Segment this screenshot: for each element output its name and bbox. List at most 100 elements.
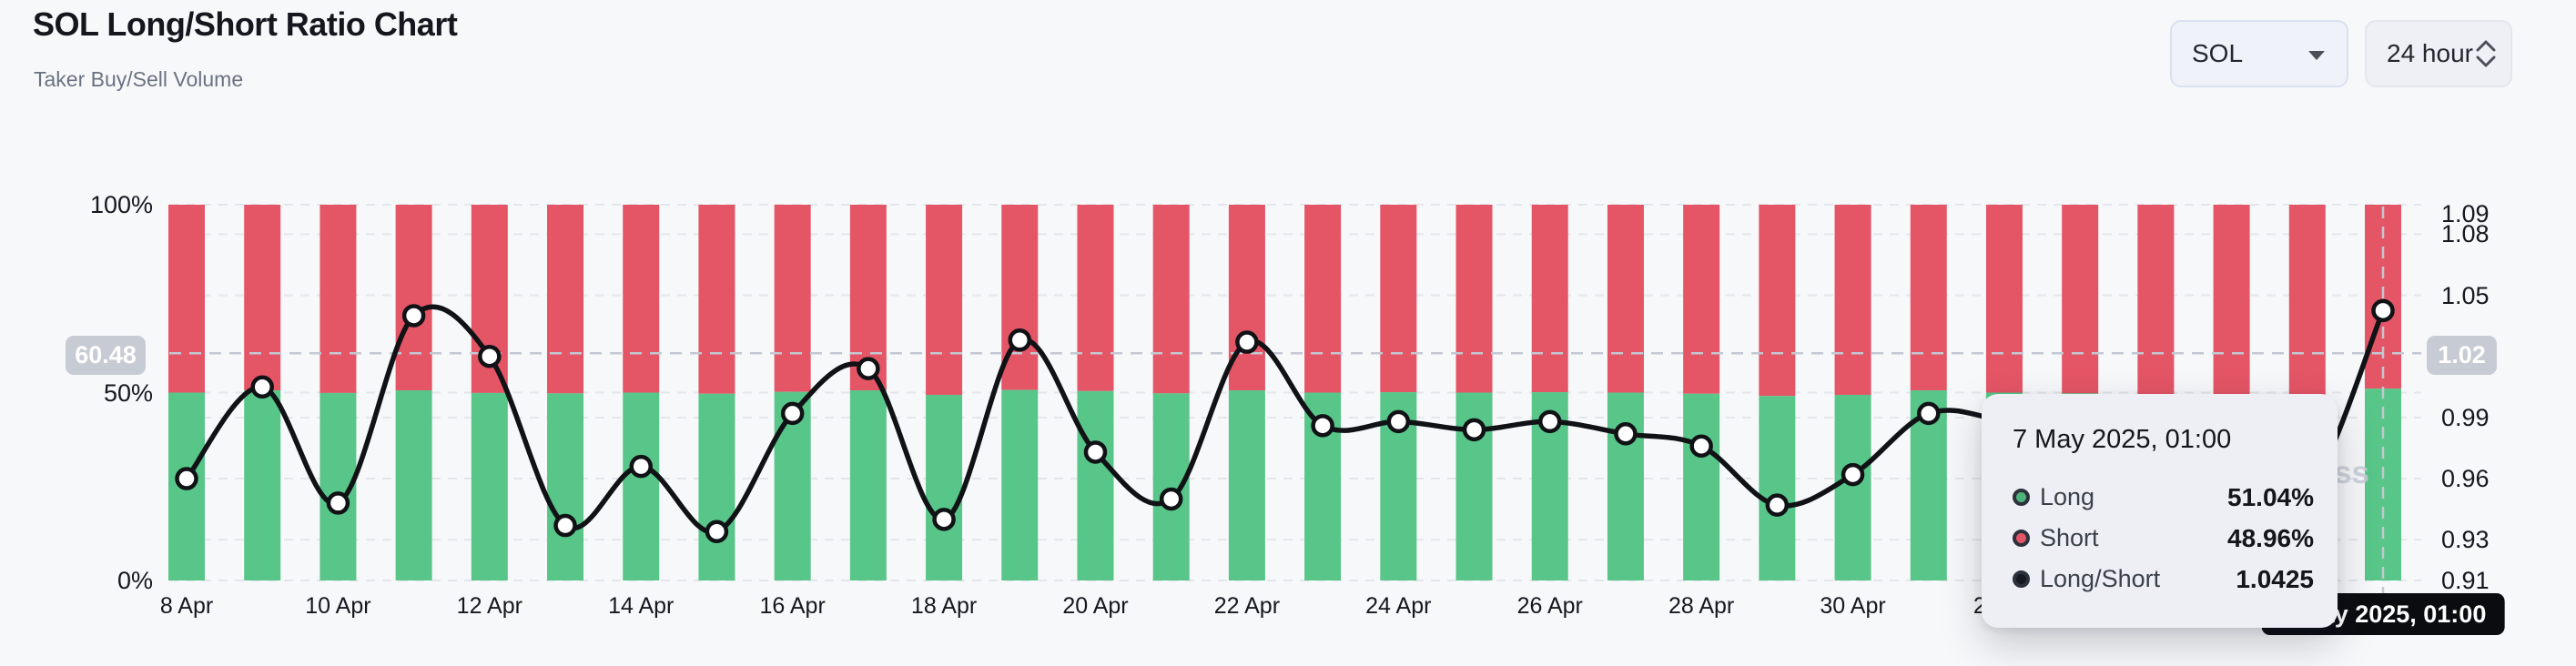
bar-long-segment: [698, 393, 735, 580]
bar-short-segment: [623, 205, 660, 393]
line-marker: [1537, 409, 1562, 434]
tooltip-row-value: 1.0425: [2236, 564, 2314, 593]
line-marker: [401, 304, 426, 328]
bar-short-segment: [1455, 205, 1493, 393]
x-axis-tick: 30 Apr: [1820, 593, 1886, 619]
line-marker: [1765, 493, 1790, 517]
bar-short-segment: [1380, 205, 1417, 393]
symbol-select-value: SOL: [2192, 39, 2244, 67]
line-marker: [780, 401, 805, 426]
symbol-select[interactable]: SOL: [2170, 20, 2348, 87]
bar-short-segment: [1910, 205, 1947, 391]
bar-short-segment: [395, 205, 432, 391]
bar-short-segment: [1683, 205, 1720, 394]
bar-short-segment: [244, 205, 281, 391]
bar-long-segment: [1228, 390, 1265, 580]
bar-short-segment: [168, 205, 205, 393]
bar-long-segment: [1152, 393, 1190, 580]
chevron-down-icon: [2307, 39, 2327, 68]
bar-short-segment: [2137, 205, 2175, 395]
tooltip-series-dot-icon: [2013, 570, 2030, 588]
y-axis-right-tick: 0.99: [2441, 403, 2490, 431]
bar-long-segment: [623, 392, 660, 580]
tooltip-row: Long/Short 1.0425: [2013, 559, 2314, 600]
y-axis-right-tick: 0.96: [2441, 465, 2490, 493]
bar-long-segment: [395, 390, 432, 580]
bar-short-segment: [2213, 205, 2250, 395]
x-axis-tick: 12 Apr: [456, 593, 522, 619]
chevron-up-down-icon: [2476, 40, 2496, 67]
x-axis-tick: 20 Apr: [1062, 593, 1129, 619]
bar-short-segment: [774, 205, 811, 392]
bar-long-segment: [471, 392, 508, 580]
x-axis-tick: 24 Apr: [1365, 593, 1432, 619]
bar-long-segment: [1607, 392, 1644, 580]
page-title: SOL Long/Short Ratio Chart: [33, 5, 458, 43]
bar-short-segment: [1607, 205, 1644, 393]
bar-short-segment: [698, 205, 735, 394]
bar-short-segment: [1304, 205, 1342, 393]
line-marker: [1311, 414, 1334, 438]
tooltip-row: Short 48.96%: [2013, 518, 2314, 559]
tooltip-row: Long 51.04%: [2013, 477, 2314, 518]
bar-short-segment: [319, 205, 357, 393]
x-axis-tick: 26 Apr: [1516, 593, 1583, 619]
x-axis-tick: 10 Apr: [305, 593, 371, 619]
line-marker: [1841, 462, 1865, 487]
tooltip-rows: Long 51.04% Short 48.96% Long/Short 1.0425: [2013, 477, 2314, 600]
line-marker: [1689, 434, 1713, 458]
interval-select[interactable]: 24 hour: [2365, 20, 2512, 87]
line-marker: [553, 513, 577, 538]
line-marker: [1235, 330, 1259, 354]
tooltip-series-dot-icon: [2013, 530, 2030, 547]
bar-long-segment: [1683, 393, 1720, 580]
x-axis-tick: 22 Apr: [1213, 593, 1281, 619]
line-marker: [1386, 409, 1411, 434]
bar-short-segment: [547, 205, 584, 394]
line-marker: [326, 491, 350, 515]
y-axis-right-tick: 0.91: [2441, 567, 2490, 594]
bar-short-segment: [1228, 205, 1265, 391]
x-axis-tick: 28 Apr: [1668, 593, 1735, 619]
bar-short-segment: [1077, 205, 1114, 391]
x-axis-tick: 18 Apr: [910, 593, 978, 619]
line-marker: [1917, 401, 1941, 426]
watermark-fragment: ss: [2334, 455, 2369, 490]
line-marker: [932, 508, 956, 531]
interval-select-value: 24 hour: [2387, 39, 2473, 67]
line-marker: [478, 344, 502, 368]
tooltip-row-label: Long: [2040, 483, 2095, 510]
crosshair-left-badge: 60.48: [66, 336, 146, 375]
line-marker: [705, 520, 729, 544]
bar-short-segment: [1759, 205, 1796, 397]
y-axis-right-tick: 1.08: [2441, 220, 2490, 248]
tooltip-series-dot-icon: [2013, 489, 2030, 506]
y-axis-right-tick: 1.09: [2441, 200, 2490, 227]
line-marker: [857, 357, 880, 380]
line-marker: [250, 375, 274, 399]
tooltip-title: 7 May 2025, 01:00: [2013, 425, 2232, 454]
tooltip-row-value: 51.04%: [2227, 482, 2314, 511]
line-marker: [1159, 487, 1183, 511]
bar-short-segment: [2062, 205, 2099, 394]
tooltip: 7 May 2025, 01:00 Long 51.04% Short 48.96% L…: [1982, 394, 2338, 628]
x-axis-tick: 14 Apr: [608, 593, 674, 619]
y-axis-left-tick: 100%: [89, 191, 153, 218]
bar-short-segment: [1152, 205, 1190, 394]
bar-long-segment: [1077, 390, 1114, 580]
line-marker: [1462, 418, 1486, 442]
y-axis-right-tick: 1.05: [2441, 281, 2490, 309]
tooltip-row-label: Short: [2040, 524, 2099, 551]
y-axis-right-tick: 0.93: [2441, 526, 2490, 554]
crosshair-right-badge: 1.02: [2427, 336, 2497, 375]
line-marker: [629, 454, 653, 479]
bar-long-segment: [244, 390, 281, 580]
line-marker: [2371, 298, 2395, 323]
chart-controls: SOL 24 hour: [2170, 20, 2512, 87]
chart-subtitle: Taker Buy/Sell Volume: [34, 67, 244, 91]
bar-long-segment: [1759, 396, 1796, 580]
tooltip-row-label: Long/Short: [2040, 565, 2161, 592]
bar-short-segment: [926, 205, 963, 395]
line-marker: [1008, 328, 1032, 352]
